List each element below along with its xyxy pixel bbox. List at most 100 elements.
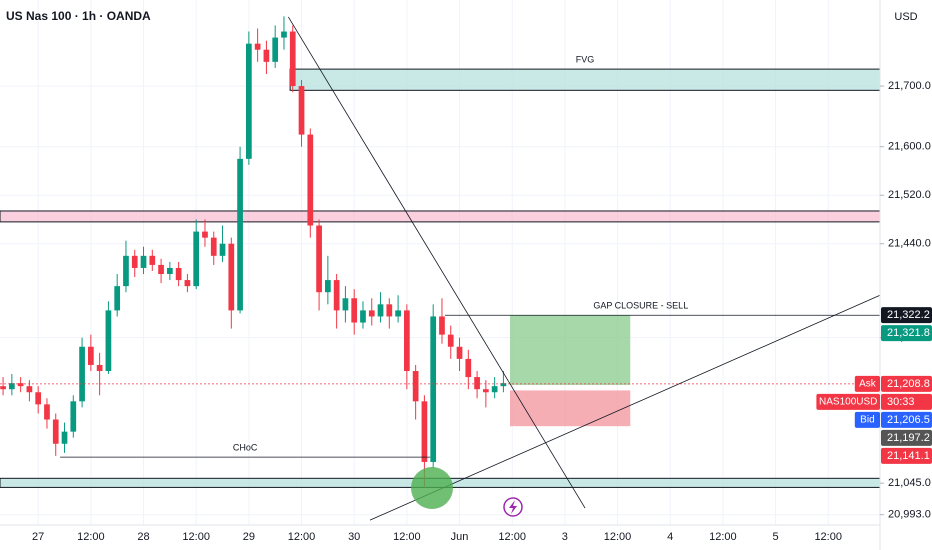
candle-body — [439, 316, 445, 335]
candle-body — [8, 383, 15, 390]
candle-body — [175, 267, 182, 281]
x-tick-label: 12:00 — [288, 531, 316, 543]
price-tag-name-text: Ask — [859, 379, 877, 390]
candle-body — [228, 243, 235, 311]
candle-body — [79, 346, 85, 402]
candle-body — [52, 419, 59, 444]
price-tag — [881, 447, 932, 464]
trend-line — [288, 16, 586, 509]
candle-body — [35, 392, 42, 405]
event-icon — [503, 497, 523, 517]
candle-body — [333, 280, 340, 311]
candle-body — [281, 31, 287, 38]
candle-body — [96, 364, 103, 372]
candle-body — [61, 431, 68, 444]
candle-body — [368, 310, 375, 317]
candle-body — [123, 255, 129, 287]
price-tag — [881, 307, 932, 324]
price-tag — [881, 429, 932, 446]
axis: 27 12:00 28 12:00 29 12:00 30 12:00 Jun 12:00 3 12:… — [32, 80, 932, 543]
zone — [510, 315, 631, 385]
candle-body — [219, 243, 226, 256]
candle-body — [131, 255, 138, 268]
candle-body — [316, 225, 322, 293]
candle-body — [289, 31, 296, 87]
candle-body — [474, 377, 480, 390]
price-tag-text: 21,141.1 — [887, 450, 930, 462]
highlight-circle — [411, 467, 453, 509]
x-tick-label: 29 — [243, 531, 255, 543]
event-bolt — [509, 500, 517, 514]
y-tick-label: 21,520.0 — [888, 189, 931, 201]
price-tag-name — [816, 393, 880, 410]
price-tag-name — [854, 411, 880, 428]
candle-body — [272, 37, 279, 62]
candle-body — [377, 304, 384, 317]
line-label: GAP CLOSURE - SELL — [593, 301, 688, 311]
price-tag-text: 21,197.2 — [887, 432, 930, 444]
candle-body — [210, 237, 217, 256]
candle-body — [237, 158, 243, 311]
x-tick-label: 12:00 — [709, 531, 737, 543]
y-tick-label: 21,700.0 — [888, 80, 931, 92]
candle-body — [88, 346, 94, 365]
price-tag-name-text: NAS100USD — [819, 397, 877, 408]
candle-body — [254, 43, 261, 50]
y-tick-label: 20,993.0 — [888, 509, 931, 521]
candle-body — [395, 310, 401, 317]
candle-body — [167, 267, 173, 275]
price-tag-name-text: Bid — [860, 415, 874, 426]
price-tag-text: 21,208.8 — [887, 378, 930, 390]
candle-body — [483, 389, 489, 393]
chart-title: US Nas 100 · 1h · OANDA — [6, 9, 151, 23]
y-tick-label: 21,440.0 — [888, 238, 931, 250]
x-tick-label: 28 — [137, 531, 149, 543]
zone-label: FVG — [576, 54, 595, 64]
candle-body — [325, 280, 331, 293]
price-tag-text: 21,206.5 — [887, 414, 930, 426]
zone — [510, 390, 631, 427]
candle-body — [26, 386, 33, 393]
candle-body — [447, 334, 454, 347]
candle-body — [17, 383, 24, 387]
price-tag-name — [854, 375, 880, 392]
candle-body — [70, 401, 77, 432]
candle-body — [263, 49, 270, 62]
x-tick-label: 12:00 — [182, 531, 210, 543]
candle-body — [351, 298, 358, 323]
candle-body — [246, 43, 252, 159]
candle-body — [360, 310, 366, 323]
x-tick-label: 12:00 — [77, 531, 105, 543]
candle-body — [0, 386, 6, 390]
x-tick-label: 12:00 — [604, 531, 632, 543]
candles — [0, 16, 507, 487]
trend-line — [369, 294, 881, 521]
candle-body — [465, 358, 472, 378]
candle-body — [342, 298, 349, 311]
candle-body — [307, 134, 314, 226]
candle-body — [114, 286, 121, 311]
y-tick-label: 21,600.0 — [888, 141, 931, 153]
zone — [289, 68, 881, 91]
line-label: CHoC — [233, 442, 258, 452]
candle-body — [105, 310, 112, 372]
x-tick-label: 12:00 — [814, 531, 842, 543]
candle-body — [412, 371, 419, 402]
x-tick-label: 12:00 — [393, 531, 421, 543]
candle-body — [202, 231, 208, 238]
candle-body — [404, 310, 410, 372]
candle-body — [298, 86, 305, 135]
price-tag-text: 21,322.2 — [887, 309, 930, 321]
candle-body — [491, 386, 498, 393]
zone — [0, 210, 881, 223]
x-tick-label: 5 — [772, 531, 778, 543]
price-tag-text: 30:33 — [887, 396, 915, 408]
price-tag — [881, 393, 932, 410]
candle-body — [140, 255, 147, 268]
price-tag-text: 21,321.8 — [887, 327, 930, 339]
y-tick-label: 21,045.0 — [888, 477, 931, 489]
candle-body — [430, 316, 437, 462]
x-tick-label: 3 — [562, 531, 568, 543]
